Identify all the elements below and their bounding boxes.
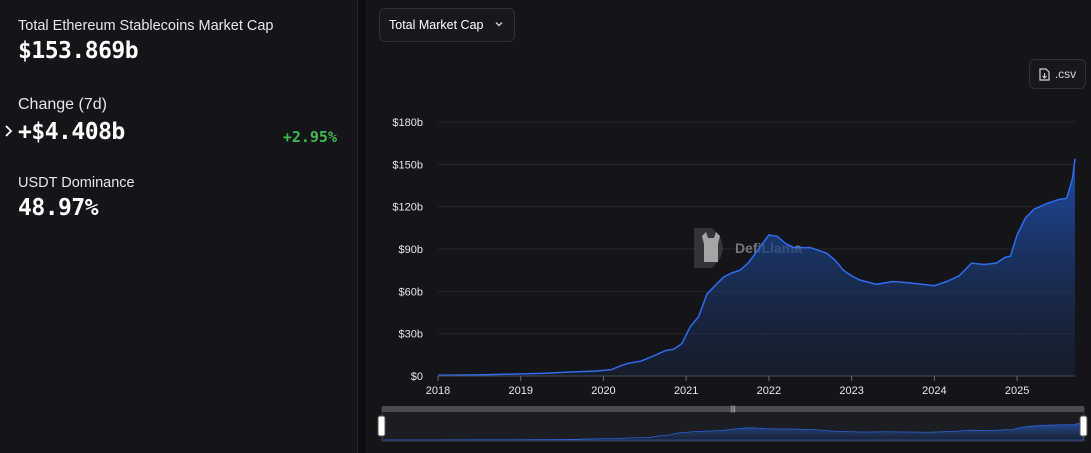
csv-download-button[interactable]: .csv xyxy=(1029,59,1086,89)
brush-top-bar[interactable] xyxy=(382,406,1084,412)
market-cap-label: Total Ethereum Stablecoins Market Cap xyxy=(18,18,274,34)
file-download-icon xyxy=(1039,67,1050,81)
y-tick-label: $60b xyxy=(399,286,423,298)
brush-handle-right[interactable] xyxy=(1079,415,1088,437)
x-tick-label: 2023 xyxy=(839,385,863,397)
panel-divider xyxy=(357,0,366,453)
dominance-label: USDT Dominance xyxy=(18,175,135,191)
change-percent: +2.95% xyxy=(282,128,337,146)
x-tick-label: 2025 xyxy=(1005,385,1029,397)
llama-logo-icon xyxy=(694,228,723,268)
market-cap-chart: DefiLlama $0$30b$60b$90b$120b$150b$180b2… xyxy=(377,117,1088,442)
change-label: Change (7d) xyxy=(18,96,107,113)
metric-dropdown[interactable]: Total Market Cap xyxy=(379,8,515,42)
y-tick-label: $120b xyxy=(392,202,423,214)
change-value: +$4.408b xyxy=(18,119,125,145)
x-tick-label: 2021 xyxy=(674,385,698,397)
x-tick-label: 2022 xyxy=(757,385,781,397)
series-line xyxy=(437,158,1076,377)
y-tick-label: $90b xyxy=(399,244,423,256)
stats-panel: Total Ethereum Stablecoins Market Cap $1… xyxy=(0,0,357,453)
metric-dropdown-label: Total Market Cap xyxy=(389,18,484,32)
brush-handle-left[interactable] xyxy=(377,415,386,437)
brush-grip-icon[interactable]: ||| xyxy=(730,406,736,413)
range-brush[interactable]: ||| xyxy=(377,406,1088,442)
y-tick-label: $180b xyxy=(392,117,423,129)
y-tick-label: $0 xyxy=(411,371,423,383)
chart-panel: DefiLlama $0$30b$60b$90b$120b$150b$180b2… xyxy=(366,0,1091,453)
series-area xyxy=(438,158,1075,376)
y-tick-label: $30b xyxy=(399,329,423,341)
x-tick-label: 2018 xyxy=(426,385,450,397)
x-tick-label: 2020 xyxy=(591,385,615,397)
x-tick-label: 2024 xyxy=(922,385,946,397)
x-tick-label: 2019 xyxy=(508,385,532,397)
chevron-right-icon[interactable] xyxy=(4,124,14,138)
brush-preview-area xyxy=(382,420,1084,441)
y-tick-label: $150b xyxy=(392,159,423,171)
chevron-down-icon xyxy=(495,22,503,27)
dominance-value: 48.97% xyxy=(18,195,99,221)
csv-label: .csv xyxy=(1054,67,1077,81)
market-cap-value: $153.869b xyxy=(18,38,139,64)
